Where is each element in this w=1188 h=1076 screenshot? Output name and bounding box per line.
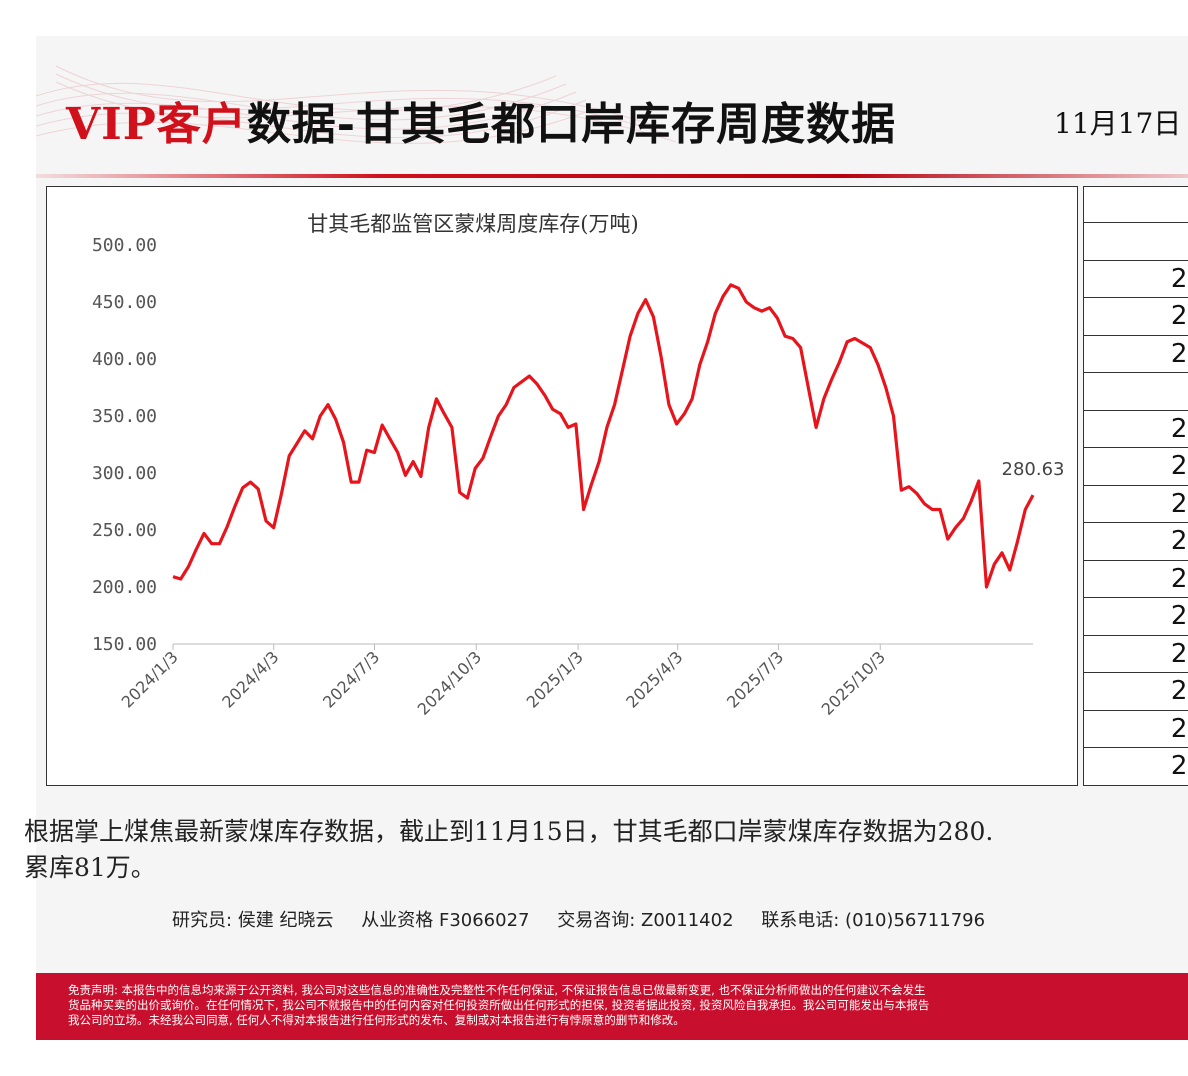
- inventory-series-line: [172, 283, 1035, 589]
- x-tick-label: 2024/7/3: [319, 647, 383, 711]
- last-value-label: 280.63: [1002, 459, 1065, 480]
- x-tick-label: 2025/7/3: [723, 647, 787, 711]
- side-table-row: 20: [1084, 522, 1188, 559]
- slide: VIP客户数据-甘其毛都口岸库存周度数据 11月17日 甘其毛都监管区蒙煤周度库…: [36, 36, 1188, 1040]
- chart-title: 甘其毛都监管区蒙煤周度库存(万吨): [307, 212, 638, 236]
- phone-info: 联系电话: (010)56711796: [761, 910, 986, 931]
- disclaimer-banner: 免责声明: 本报告中的信息均来源于公开资料, 我公司对这些信息的准确性及完整性不…: [36, 973, 1188, 1040]
- summary-text: 根据掌上煤焦最新蒙煤库存数据，截止到11月15日，甘其毛都口岸蒙煤库存数据为28…: [24, 814, 1184, 886]
- side-table-row: 2: [1084, 222, 1188, 259]
- page-title: VIP客户数据-甘其毛都口岸库存周度数据: [66, 88, 896, 152]
- consult-info: 交易咨询: Z0011402: [557, 910, 734, 931]
- x-tick-label: 2025/4/3: [622, 647, 686, 711]
- disclaimer-line-3: 我公司的立场。未经我公司同意, 任何人不得对本报告进行任何形式的发布、复制或对本…: [68, 1013, 685, 1027]
- background-swirl-decoration: [36, 65, 677, 144]
- x-tick-label: 2025/10/3: [818, 647, 889, 718]
- title-main: 数据-甘其毛都口岸库存周度数据: [246, 99, 897, 150]
- title-divider: [36, 174, 1188, 178]
- license-info: 从业资格 F3066027: [361, 910, 530, 931]
- y-tick-label: 450.00: [92, 292, 157, 313]
- x-tick-label: 2024/10/3: [414, 647, 485, 718]
- title-vip: VIP客户: [66, 99, 247, 150]
- side-table-row: 20: [1084, 709, 1188, 747]
- researcher-info: 研究员: 侯建 纪晓云: [172, 910, 334, 931]
- y-tick-label: 150.00: [92, 634, 157, 655]
- disclaimer-line-2: 货品种买卖的出价或询价。在任何情况下, 我公司不就报告中的任何内容对任何投资所做…: [68, 998, 930, 1012]
- summary-line-1: 根据掌上煤焦最新蒙煤库存数据，截止到11月15日，甘其毛都口岸蒙煤库存数据为28…: [24, 817, 994, 846]
- y-tick-label: 400.00: [92, 349, 157, 370]
- side-table-row: 20: [1084, 672, 1188, 709]
- y-tick-label: 200.00: [92, 577, 157, 598]
- y-tick-label: 350.00: [92, 406, 157, 427]
- side-table-row: 20: [1084, 447, 1188, 484]
- y-tick-label: 300.00: [92, 463, 157, 484]
- inventory-chart: 甘其毛都监管区蒙煤周度库存(万吨) 150.00 200.00 250.00 300.…: [46, 186, 1078, 786]
- report-date: 11月17日: [1054, 107, 1182, 140]
- side-data-table: 2202020220202020202020202020: [1083, 186, 1188, 786]
- y-tick-label: 250.00: [92, 520, 157, 541]
- side-table-row: 20: [1084, 297, 1188, 334]
- side-table-row: 20: [1084, 484, 1188, 522]
- side-table-row: 20: [1084, 334, 1188, 372]
- x-tick-label: 2024/4/3: [218, 647, 282, 711]
- disclaimer-line-1: 免责声明: 本报告中的信息均来源于公开资料, 我公司对这些信息的准确性及完整性不…: [68, 983, 926, 997]
- x-tick-label: 2024/1/3: [118, 647, 182, 711]
- y-axis-labels: 150.00 200.00 250.00 300.00 350.00 400.00 450.…: [92, 235, 157, 655]
- y-tick-label: 500.00: [92, 235, 157, 256]
- side-table-row: 20: [1084, 747, 1188, 784]
- summary-line-2: 累库81万。: [24, 853, 156, 882]
- side-table-row: 2: [1084, 372, 1188, 409]
- x-axis-labels: 2024/1/3 2024/4/3 2024/7/3 2024/10/3 2025/1/…: [118, 644, 889, 719]
- x-tick-label: 2025/1/3: [523, 647, 587, 711]
- side-table-row: 20: [1084, 634, 1188, 672]
- side-table-row: 20: [1084, 259, 1188, 297]
- side-table-row: 20: [1084, 409, 1188, 447]
- side-table-row: 20: [1084, 597, 1188, 634]
- contact-bar: 研究员: 侯建 纪晓云 从业资格 F3066027 交易咨询: Z0011402…: [172, 906, 1007, 932]
- line-chart: 甘其毛都监管区蒙煤周度库存(万吨) 150.00 200.00 250.00 300.…: [92, 212, 1065, 719]
- side-table-row: 20: [1084, 559, 1188, 597]
